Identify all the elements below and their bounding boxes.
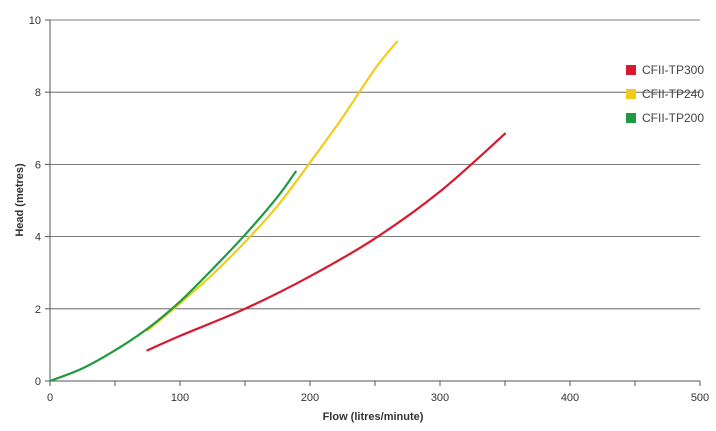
y-tick-label-8: 8 bbox=[35, 87, 41, 99]
x-tick-label-0: 0 bbox=[47, 392, 53, 404]
legend-swatch-cfii-tp200 bbox=[626, 113, 636, 123]
x-tick-label-100: 100 bbox=[171, 392, 189, 404]
y-tick-label-0: 0 bbox=[35, 376, 41, 388]
grid-lines bbox=[50, 19, 700, 310]
y-tick-label-2: 2 bbox=[35, 304, 41, 316]
x-tick-label-300: 300 bbox=[431, 392, 449, 404]
legend-swatch-cfii-tp300 bbox=[626, 65, 636, 75]
legend: CFII-TP300 CFII-TP240 CFII-TP200 bbox=[626, 63, 704, 125]
x-tick-label-200: 200 bbox=[301, 392, 319, 404]
x-tick-label-500: 500 bbox=[691, 392, 709, 404]
x-tick-label-400: 400 bbox=[561, 392, 579, 404]
legend-swatch-cfii-tp240 bbox=[626, 89, 636, 99]
legend-label-cfii-tp200: CFII-TP200 bbox=[642, 111, 704, 125]
y-axis-title: Head (metres) bbox=[14, 163, 26, 237]
legend-label-cfii-tp300: CFII-TP300 bbox=[642, 63, 704, 77]
y-tick-label-4: 4 bbox=[35, 232, 41, 244]
y-tick-label-10: 10 bbox=[29, 15, 41, 27]
x-axis-title: Flow (litres/minute) bbox=[323, 411, 424, 423]
legend-label-cfii-tp240: CFII-TP240 bbox=[642, 87, 704, 101]
series-line-cfii-tp300 bbox=[146, 132, 507, 352]
y-tick-label-6: 6 bbox=[35, 159, 41, 171]
series-line-cfii-tp240 bbox=[146, 40, 399, 332]
series-line-cfii-tp200 bbox=[48, 170, 297, 383]
series-lines bbox=[48, 40, 507, 383]
